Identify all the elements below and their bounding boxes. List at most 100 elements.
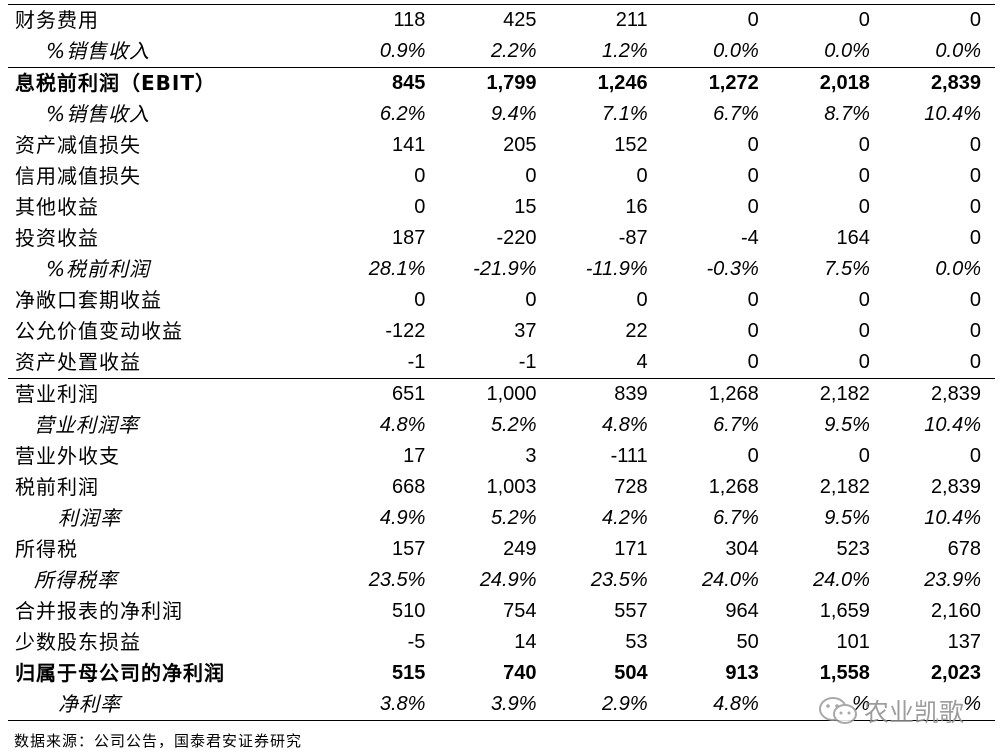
value-cell: 10.4% bbox=[924, 414, 981, 436]
value-cell: 0 bbox=[858, 134, 870, 156]
value-cell: -220 bbox=[496, 227, 537, 249]
value-cell: 7.1% bbox=[602, 103, 648, 125]
value-cell: 10.4% bbox=[924, 103, 981, 125]
value-cell: 0 bbox=[858, 320, 870, 342]
value-cell: 0 bbox=[969, 134, 981, 156]
table-row: 税前利润 668 1,003 728 1,268 2,182 2,839 bbox=[8, 472, 995, 503]
value-cell: 3 bbox=[525, 445, 537, 467]
value-cell: 0 bbox=[636, 165, 648, 187]
value-cell: 0.0% bbox=[935, 258, 981, 280]
value-cell: 0 bbox=[636, 289, 648, 311]
value-cell: 9.5% bbox=[824, 414, 870, 436]
value-cell: 9.4% bbox=[490, 103, 537, 125]
value-cell: 1,799 bbox=[439, 67, 551, 99]
table-row: 净敞口套期收益 0 0 0 0 0 0 bbox=[8, 285, 995, 316]
value-cell: 7.5% bbox=[824, 258, 870, 280]
value-cell: 3.8% bbox=[328, 689, 440, 721]
value-cell: 0 bbox=[747, 165, 759, 187]
value-cell: 0 bbox=[969, 227, 981, 249]
value-cell: 0 bbox=[858, 196, 870, 218]
table-row: 利润率 4.9% 5.2% 4.2% 6.7% 9.5% 10.4% bbox=[8, 503, 995, 534]
value-cell: 4.8% bbox=[661, 689, 773, 721]
table-row: 财务费用 118 425 211 0 0 0 bbox=[8, 5, 995, 36]
value-cell: 0 bbox=[525, 165, 537, 187]
row-label: %税前利润 bbox=[46, 257, 151, 281]
value-cell: 187 bbox=[392, 227, 426, 249]
row-label: 资产减值损失 bbox=[15, 133, 141, 157]
value-cell: 15 bbox=[514, 196, 537, 218]
value-cell: 0.0% bbox=[824, 40, 870, 62]
value-cell: 1.2% bbox=[602, 40, 648, 62]
value-cell: 53 bbox=[625, 631, 648, 653]
value-cell: 0 bbox=[969, 9, 981, 31]
value-cell: 24.9% bbox=[479, 569, 537, 591]
wechat-icon bbox=[819, 697, 857, 724]
value-cell: 651 bbox=[328, 378, 440, 410]
row-label: 利润率 bbox=[58, 506, 121, 530]
table-row: 所得税率 23.5% 24.9% 23.5% 24.0% 24.0% 23.9% bbox=[8, 565, 995, 596]
table-row: %销售收入 6.2% 9.4% 7.1% 6.7% 8.7% 10.4% bbox=[8, 99, 995, 130]
value-cell: 5.2% bbox=[490, 414, 537, 436]
value-cell: 1,000 bbox=[439, 378, 551, 410]
row-label: 净敞口套期收益 bbox=[15, 288, 162, 312]
value-cell: 0 bbox=[858, 165, 870, 187]
value-cell: 0.0% bbox=[935, 40, 981, 62]
table-row: 少数股东损益 -5 14 53 50 101 137 bbox=[8, 627, 995, 658]
value-cell: 23.9% bbox=[924, 569, 981, 591]
value-cell: 0 bbox=[858, 445, 870, 467]
value-cell: 0 bbox=[858, 289, 870, 311]
value-cell: 17 bbox=[403, 445, 426, 467]
value-cell: 2,182 bbox=[772, 378, 884, 410]
value-cell: 845 bbox=[328, 67, 440, 99]
value-cell: 0 bbox=[858, 351, 870, 373]
table-row: 净利率 3.8% 3.9% 2.9% 4.8%%% bbox=[8, 689, 995, 721]
value-cell: 22 bbox=[625, 320, 648, 342]
table-row: 营业利润 651 1,000 839 1,268 2,182 2,839 bbox=[8, 378, 995, 410]
value-cell: 0.0% bbox=[713, 40, 759, 62]
value-cell: 249 bbox=[503, 538, 537, 560]
value-cell: 0 bbox=[525, 289, 537, 311]
row-label: %销售收入 bbox=[46, 102, 151, 126]
value-cell: 740 bbox=[503, 662, 537, 684]
row-label: 所得税率 bbox=[34, 568, 118, 592]
row-label: 净利率 bbox=[8, 689, 329, 721]
row-label: 所得税 bbox=[15, 537, 78, 561]
value-cell: 0 bbox=[414, 289, 426, 311]
value-cell: 118 bbox=[393, 9, 426, 31]
value-cell: 3.9% bbox=[439, 689, 551, 721]
value-cell: -11.9% bbox=[585, 258, 648, 280]
value-cell: 0 bbox=[969, 289, 981, 311]
table-row: 合并报表的净利润 510 754 557 964 1,659 2,160 bbox=[8, 596, 995, 627]
table-row: 营业外收支 17 3 -111 0 0 0 bbox=[8, 441, 995, 472]
value-cell: 678 bbox=[947, 538, 981, 560]
value-cell: 0 bbox=[969, 445, 981, 467]
row-label: 投资收益 bbox=[15, 226, 99, 250]
value-cell: 211 bbox=[615, 9, 648, 31]
table-row: 资产处置收益 -1 -1 4 0 0 0 bbox=[8, 347, 995, 379]
value-cell: 37 bbox=[514, 320, 537, 342]
value-cell: -5 bbox=[407, 631, 426, 653]
value-cell: 1,558 bbox=[819, 662, 870, 684]
value-cell: 0 bbox=[969, 165, 981, 187]
table-row: %销售收入 0.9% 2.2% 1.2% 0.0% 0.0% 0.0% bbox=[8, 36, 995, 68]
table-row: 资产减值损失 141 205 152 0 0 0 bbox=[8, 130, 995, 161]
value-cell: 2,839 bbox=[930, 476, 981, 498]
value-cell: 0 bbox=[414, 165, 426, 187]
row-label: 营业利润率 bbox=[34, 413, 139, 437]
value-cell: 8.7% bbox=[824, 103, 870, 125]
table-row: 息税前利润（EBIT） 845 1,799 1,246 1,272 2,018 2,839 bbox=[8, 67, 995, 99]
value-cell: -122 bbox=[385, 320, 426, 342]
value-cell: 0 bbox=[414, 196, 426, 218]
value-cell: 0 bbox=[969, 320, 981, 342]
value-cell: 2,160 bbox=[930, 600, 981, 622]
value-cell: 157 bbox=[392, 538, 426, 560]
value-cell: 304 bbox=[725, 538, 759, 560]
value-cell: 171 bbox=[614, 538, 648, 560]
value-cell: 24.0% bbox=[813, 569, 870, 591]
value-cell: 4 bbox=[636, 351, 648, 373]
row-label: 资产处置收益 bbox=[15, 350, 141, 374]
watermark: 农业凯歌 bbox=[818, 694, 964, 728]
value-cell: -111 bbox=[610, 445, 648, 467]
row-label: %销售收入 bbox=[46, 39, 151, 63]
value-cell: 6.7% bbox=[713, 414, 759, 436]
